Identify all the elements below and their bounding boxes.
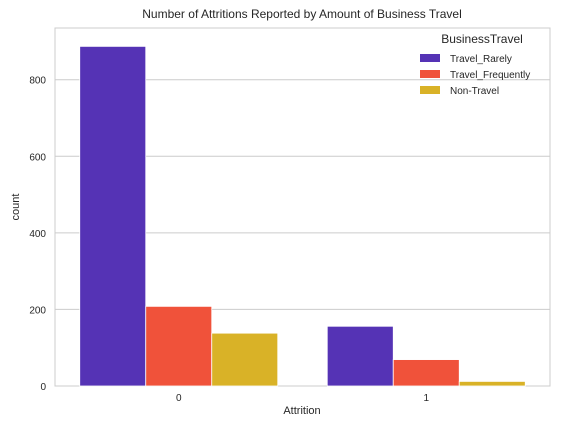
bars (79, 45, 526, 387)
x-tick-label: 0 (176, 393, 182, 404)
bar-non-travel-0 (211, 332, 279, 387)
legend-label: Non-Travel (450, 86, 499, 97)
y-tick-label: 400 (29, 229, 46, 240)
bar-travel-frequently-0 (145, 305, 213, 387)
y-tick-label: 800 (29, 76, 46, 87)
legend: BusinessTravel Travel_Rarely Travel_Frequ… (420, 32, 530, 97)
x-axis-label: Attrition (283, 405, 320, 417)
y-tick-label: 200 (29, 305, 46, 316)
x-tick-label: 1 (423, 393, 429, 404)
legend-title: BusinessTravel (441, 32, 523, 46)
legend-label: Travel_Frequently (450, 70, 530, 81)
legend-swatch (420, 54, 440, 62)
y-axis-label: count (10, 194, 22, 221)
chart-title: Number of Attritions Reported by Amount … (142, 7, 462, 21)
bar-travel-rarely-1 (326, 325, 394, 387)
legend-swatch (420, 70, 440, 78)
bar-travel-frequently-1 (392, 359, 460, 387)
legend-swatch (420, 86, 440, 94)
bar-non-travel-1 (458, 381, 526, 387)
y-axis-ticks: 0 200 400 600 800 (29, 76, 46, 393)
legend-label: Travel_Rarely (450, 54, 512, 65)
bar-travel-rarely-0 (79, 45, 147, 387)
y-tick-label: 600 (29, 152, 46, 163)
y-tick-label: 0 (40, 382, 46, 393)
